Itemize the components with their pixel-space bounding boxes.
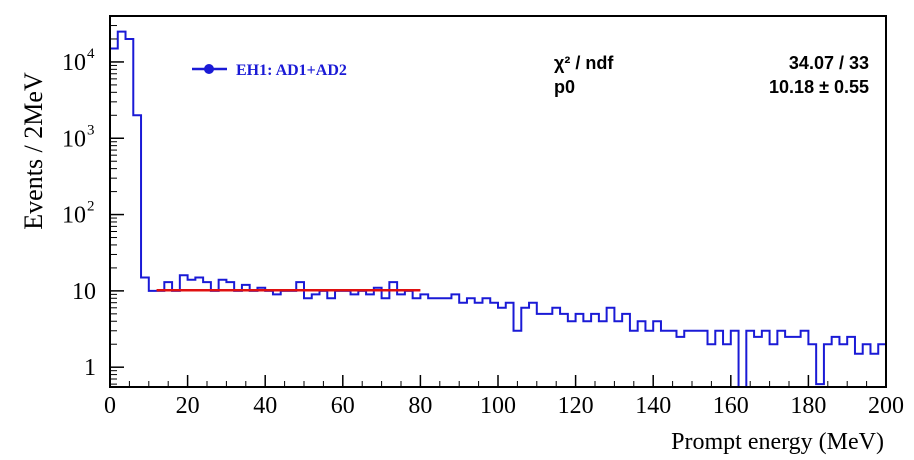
y-tick-label: 10 <box>62 203 86 229</box>
stats-chi2-label: χ² / ndf <box>554 53 614 73</box>
y-tick-exponent: 3 <box>87 122 95 138</box>
x-tick-label: 20 <box>176 393 200 419</box>
x-tick-label: 160 <box>713 393 749 419</box>
legend-marker <box>204 64 214 74</box>
y-tick-label: 10 <box>62 50 86 76</box>
y-tick-label: 1 <box>84 355 96 381</box>
x-tick-label: 100 <box>480 393 516 419</box>
x-tick-label: 80 <box>408 393 432 419</box>
y-tick-label: 10 <box>72 279 96 305</box>
legend-label: EH1: AD1+AD2 <box>236 62 347 79</box>
x-tick-label: 140 <box>635 393 671 419</box>
y-tick-exponent: 2 <box>87 199 95 215</box>
x-tick-label: 180 <box>790 393 826 419</box>
legend: EH1: AD1+AD2 <box>192 62 347 79</box>
x-tick-label: 120 <box>558 393 594 419</box>
stats-p0-value: 10.18 ± 0.55 <box>769 77 869 97</box>
x-axis-label: Prompt energy (MeV) <box>671 429 884 455</box>
stats-box: χ² / ndf 34.07 / 33 p0 10.18 ± 0.55 <box>554 53 869 97</box>
x-tick-label: 0 <box>104 393 116 419</box>
x-tick-label: 60 <box>331 393 355 419</box>
x-tick-label: 40 <box>253 393 277 419</box>
stats-chi2-value: 34.07 / 33 <box>789 53 869 73</box>
y-axis-label: Events / 2MeV <box>19 72 48 230</box>
stats-p0-label: p0 <box>554 77 575 97</box>
y-tick-exponent: 4 <box>87 46 95 62</box>
x-tick-label: 200 <box>868 393 904 419</box>
y-tick-label: 10 <box>62 126 86 152</box>
